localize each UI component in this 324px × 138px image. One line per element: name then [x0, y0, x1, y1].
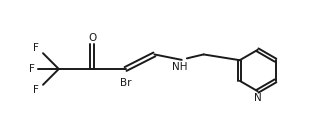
Text: F: F	[33, 85, 39, 95]
Text: F: F	[29, 64, 34, 74]
Text: F: F	[33, 43, 39, 53]
Text: N: N	[254, 93, 261, 103]
Text: O: O	[88, 33, 96, 43]
Text: NH: NH	[172, 62, 188, 72]
Text: Br: Br	[120, 78, 131, 88]
